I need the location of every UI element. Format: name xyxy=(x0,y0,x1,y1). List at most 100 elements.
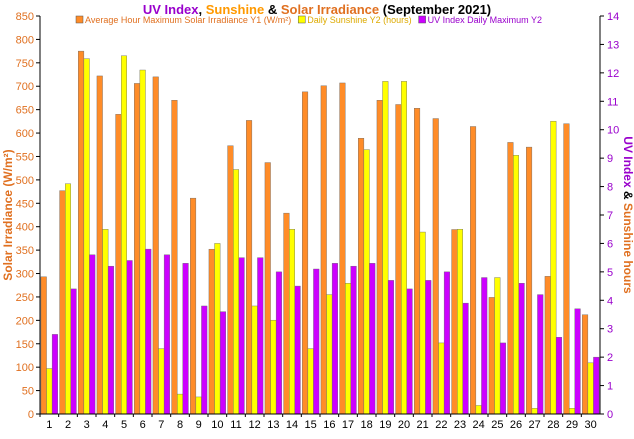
bar-s1-day-30 xyxy=(582,314,589,415)
y-left-tick-label-650: 650 xyxy=(16,105,34,117)
bar-s1-day-16 xyxy=(320,85,327,415)
y-left-tick-label-550: 550 xyxy=(16,151,34,163)
bar-s2-day-12 xyxy=(251,305,258,415)
x-tick-label-5: 5 xyxy=(121,419,127,431)
y-right-tick-label-5: 5 xyxy=(607,267,613,279)
chart-title: UV Index, Sunshine & Solar Irradiance (S… xyxy=(143,2,491,17)
bar-s3-day-13 xyxy=(275,271,282,415)
bar-s1-day-27 xyxy=(526,146,533,415)
axis-labels-layer: 0501001502002503003504004505005506006507… xyxy=(1,11,634,431)
bar-s2-day-2 xyxy=(64,183,71,415)
ylabel-right-part-0: UV Index xyxy=(621,136,634,188)
bar-s1-day-14 xyxy=(283,212,290,415)
y-right-tick-label-1: 1 xyxy=(607,381,613,393)
bar-s1-day-5 xyxy=(115,114,122,415)
x-tick-label-16: 16 xyxy=(323,419,335,431)
x-tick-label-13: 13 xyxy=(267,419,279,431)
x-tick-label-9: 9 xyxy=(196,419,202,431)
bar-s1-day-24 xyxy=(470,126,477,415)
x-tick-label-8: 8 xyxy=(177,419,183,431)
bars-layer xyxy=(40,50,600,415)
bar-s3-day-20 xyxy=(406,288,413,415)
bar-s1-day-7 xyxy=(152,76,159,415)
title-part-5: (September 2021) xyxy=(379,2,491,17)
bar-s3-day-21 xyxy=(425,280,432,415)
y-left-tick-label-600: 600 xyxy=(16,128,34,140)
bar-s3-day-12 xyxy=(257,257,264,415)
bar-s1-day-13 xyxy=(264,162,271,415)
bar-s1-day-15 xyxy=(302,91,309,415)
bar-s1-day-23 xyxy=(451,229,458,415)
bar-s3-day-23 xyxy=(462,302,469,415)
bar-s2-day-18 xyxy=(363,149,370,415)
bar-s1-day-22 xyxy=(432,118,439,415)
bar-s1-day-26 xyxy=(507,142,514,415)
bar-s1-day-10 xyxy=(208,248,215,415)
bar-s2-day-17 xyxy=(345,283,352,415)
bar-s3-day-1 xyxy=(51,334,58,415)
bar-s3-day-14 xyxy=(294,285,301,415)
bar-s3-day-22 xyxy=(443,271,450,415)
y-right-tick-label-8: 8 xyxy=(607,182,613,194)
legend-swatch-3 xyxy=(418,15,426,24)
bar-s3-day-18 xyxy=(369,263,376,415)
bar-s2-day-19 xyxy=(382,81,389,415)
x-tick-label-20: 20 xyxy=(398,419,410,431)
bar-s1-day-3 xyxy=(78,50,85,415)
bar-s1-day-20 xyxy=(395,104,402,415)
bar-s3-day-19 xyxy=(387,280,394,415)
bar-s2-day-4 xyxy=(102,229,109,415)
title-part-1: , xyxy=(198,2,205,17)
bar-s2-day-10 xyxy=(214,243,221,415)
x-tick-label-23: 23 xyxy=(454,419,466,431)
bar-s3-day-7 xyxy=(163,254,170,415)
bar-s2-day-26 xyxy=(513,155,520,415)
bar-s3-day-26 xyxy=(518,283,525,415)
bar-s2-day-28 xyxy=(550,120,557,415)
bar-s2-day-16 xyxy=(326,294,333,415)
y-left-tick-label-450: 450 xyxy=(16,198,34,210)
legend-label-2: Daily Sunshine Y2 (hours) xyxy=(307,15,411,25)
legend-swatch-1 xyxy=(75,15,84,24)
bar-s2-day-14 xyxy=(289,229,296,415)
legend-swatch-2 xyxy=(297,15,306,24)
axes-layer xyxy=(36,15,604,417)
bar-s1-day-9 xyxy=(190,197,197,415)
bar-s2-day-15 xyxy=(307,348,314,415)
bar-s2-day-11 xyxy=(232,169,239,415)
bar-s1-day-11 xyxy=(227,145,234,415)
bar-s2-day-1 xyxy=(46,368,53,415)
bar-s1-day-25 xyxy=(488,297,495,415)
bar-s3-day-4 xyxy=(107,265,114,415)
x-tick-label-28: 28 xyxy=(547,419,559,431)
title-part-3: & xyxy=(264,2,281,17)
y-left-tick-label-250: 250 xyxy=(16,292,34,304)
y-left-tick-label-200: 200 xyxy=(16,315,34,327)
bar-s3-day-15 xyxy=(313,268,320,415)
x-tick-label-18: 18 xyxy=(361,419,373,431)
y-right-tick-label-6: 6 xyxy=(607,238,613,250)
bar-s3-day-8 xyxy=(182,263,189,415)
x-tick-label-26: 26 xyxy=(510,419,522,431)
bar-s2-day-22 xyxy=(438,342,445,415)
bar-s3-day-24 xyxy=(481,277,488,415)
y-right-tick-label-14: 14 xyxy=(607,11,619,23)
y-left-tick-label-750: 750 xyxy=(16,58,34,70)
y-right-tick-label-0: 0 xyxy=(607,409,613,421)
y-left-tick-label-400: 400 xyxy=(16,222,34,234)
bar-s3-day-3 xyxy=(89,254,96,415)
x-tick-label-3: 3 xyxy=(84,419,90,431)
bar-s3-day-2 xyxy=(70,288,77,415)
y-left-tick-label-500: 500 xyxy=(16,175,34,187)
x-tick-label-27: 27 xyxy=(529,419,541,431)
title-part-2: Sunshine xyxy=(206,2,265,17)
bar-s3-day-5 xyxy=(126,260,133,415)
x-tick-label-6: 6 xyxy=(140,419,146,431)
bar-s2-day-30 xyxy=(587,362,594,415)
bar-s3-day-28 xyxy=(555,337,562,415)
x-tick-label-11: 11 xyxy=(230,419,241,431)
bar-s1-day-4 xyxy=(96,75,103,415)
bar-s3-day-10 xyxy=(219,311,226,415)
bar-s1-day-1 xyxy=(40,276,47,415)
